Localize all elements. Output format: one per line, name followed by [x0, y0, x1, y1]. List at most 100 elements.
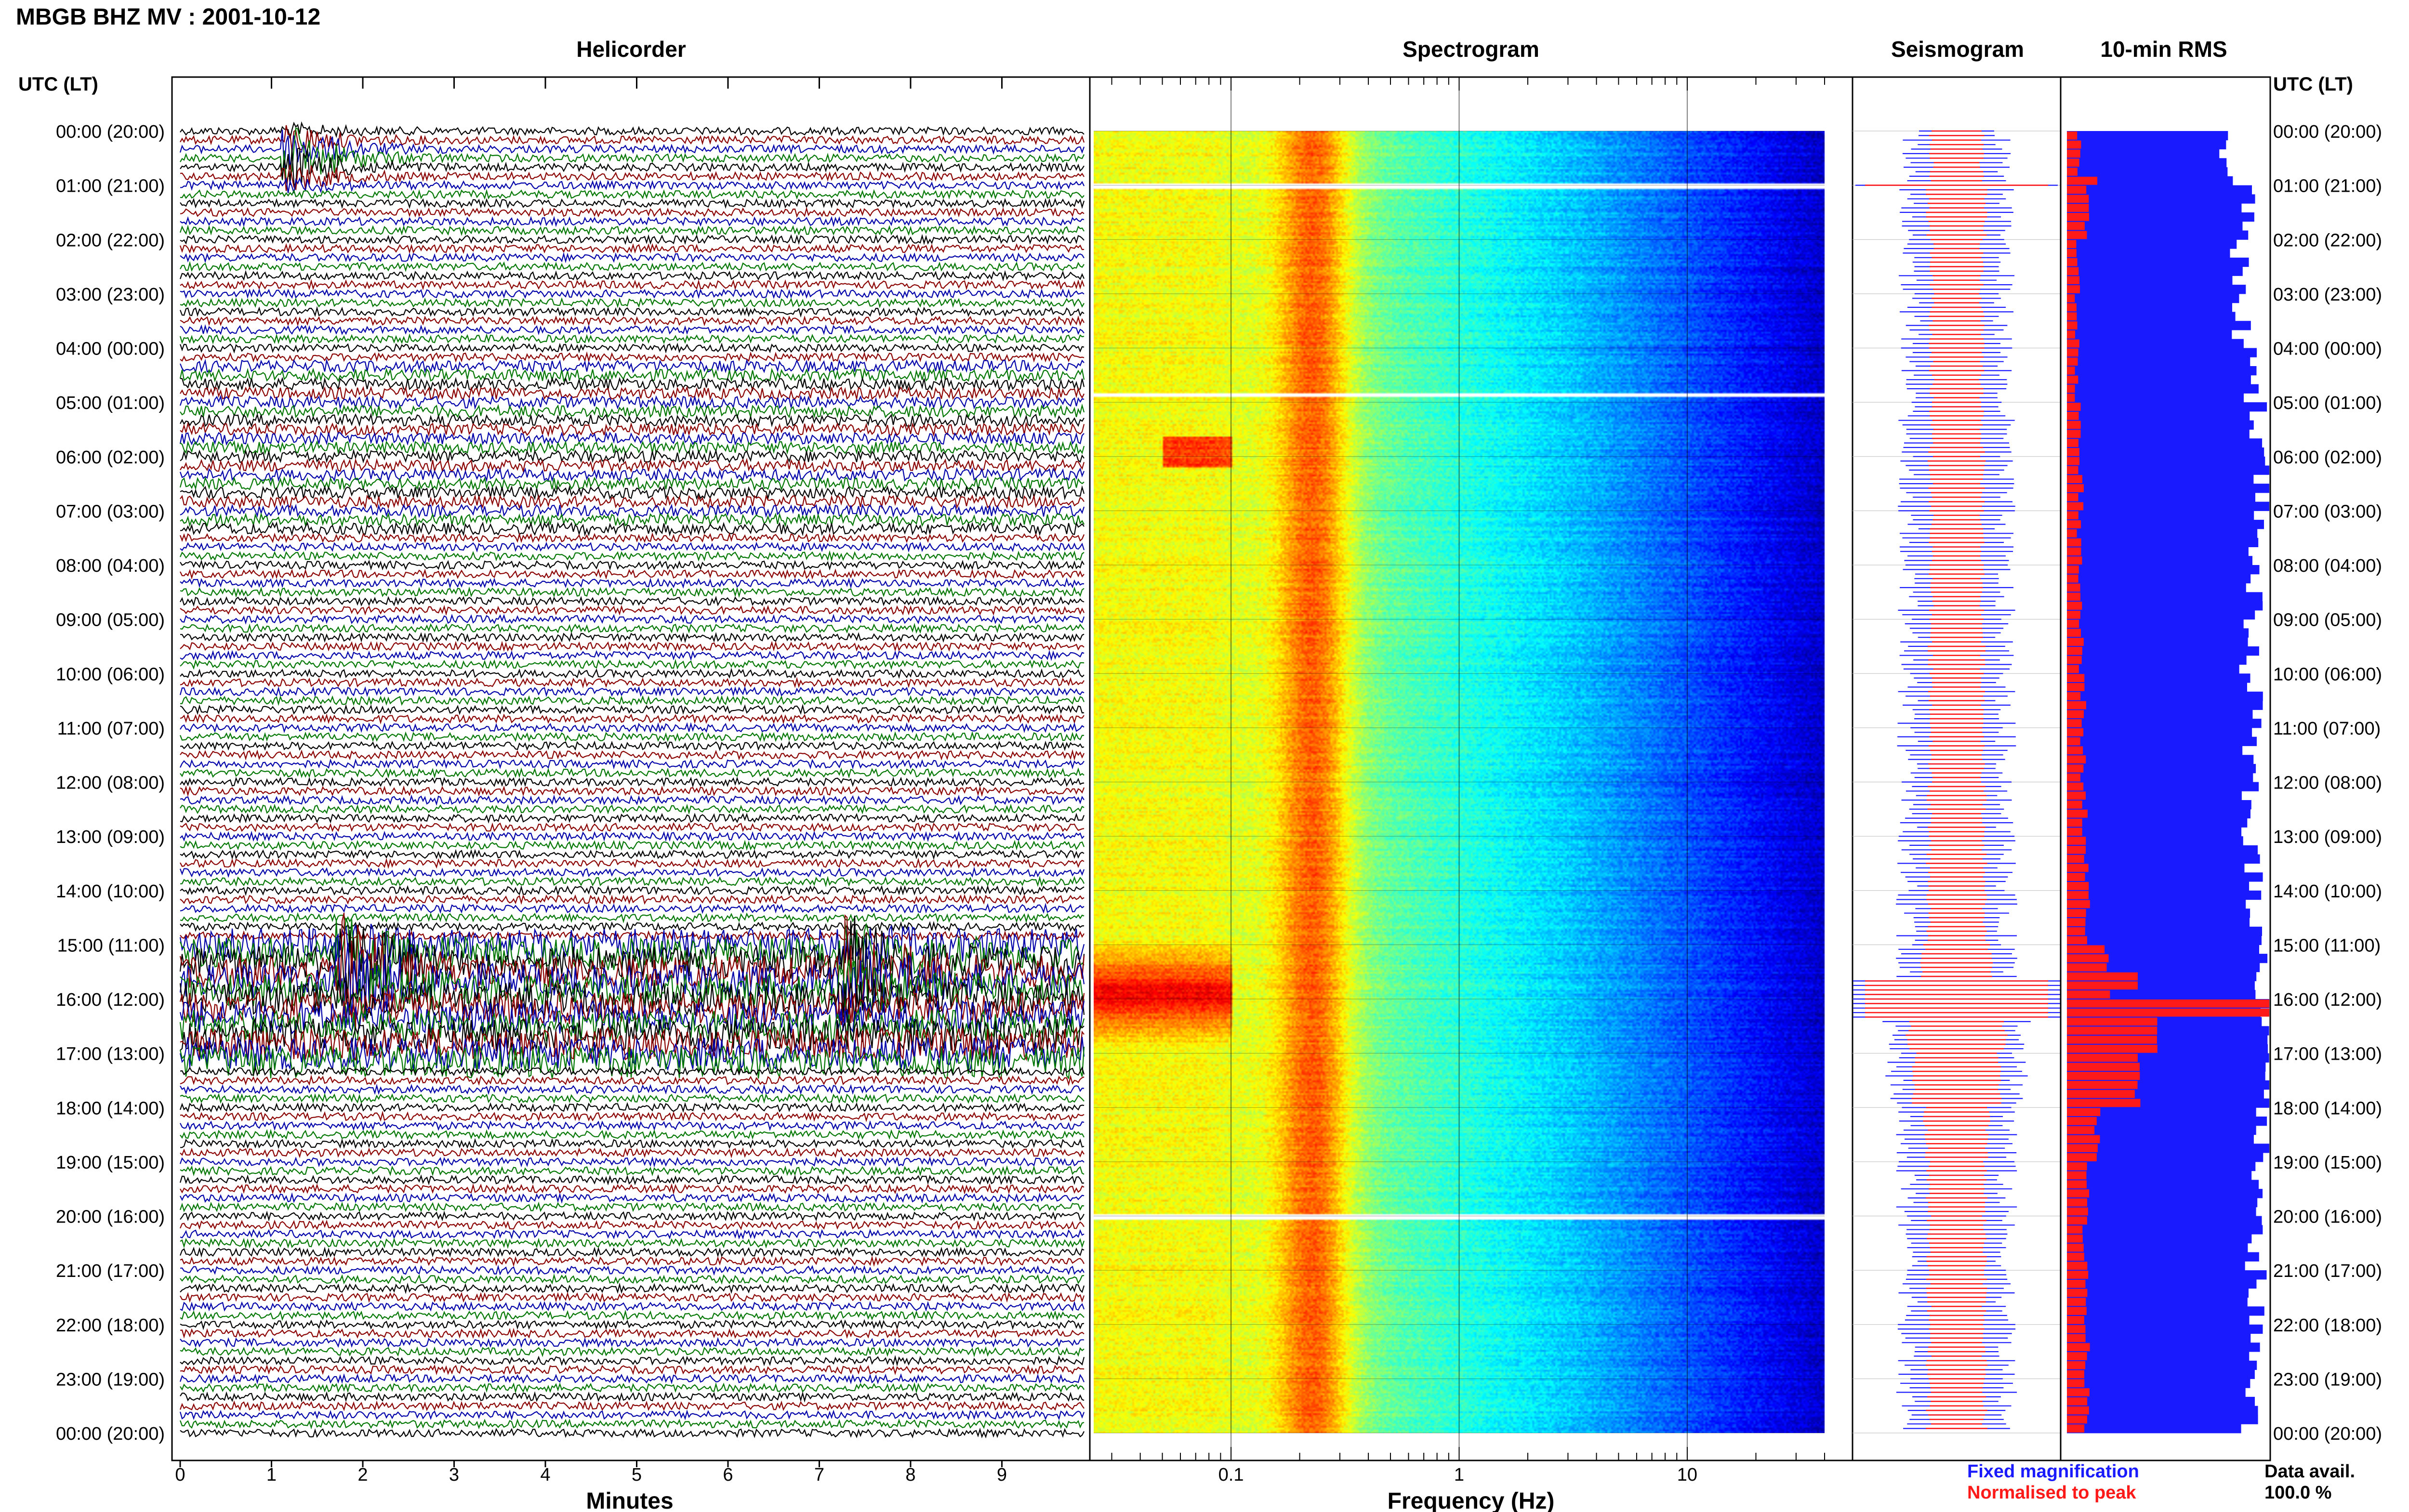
rms-fixed-bar	[2067, 1360, 2257, 1370]
rms-fixed-bar	[2067, 637, 2248, 647]
rms-fixed-bar	[2067, 1342, 2260, 1352]
rms-fixed-bar	[2067, 520, 2264, 529]
helicorder-trace	[179, 306, 1085, 318]
rms-normalised-bar	[2067, 764, 2084, 773]
rms-normalised-bar	[2067, 394, 2075, 402]
helicorder-title: Helicorder	[576, 37, 686, 62]
rms-normalised-bar	[2067, 828, 2082, 836]
rms-fixed-bar	[2067, 954, 2268, 963]
rms-normalised-bar	[2067, 619, 2079, 628]
rms-fixed-bar	[2067, 1261, 2245, 1271]
hour-label-right: 02:00 (22:00)	[2273, 230, 2382, 250]
helicorder-trace	[179, 270, 1085, 282]
rms-fixed-bar	[2067, 131, 2228, 141]
rms-normalised-bar	[2067, 1415, 2087, 1424]
hour-label-left: 07:00 (03:00)	[56, 501, 165, 522]
rms-normalised-bar	[2067, 665, 2079, 673]
rms-fixed-bar	[2067, 1270, 2267, 1280]
helicorder-trace	[180, 315, 1085, 327]
helicorder-trace	[180, 177, 1085, 194]
minutes-tick-label: 7	[814, 1465, 824, 1485]
helicorder-trace	[180, 1074, 1085, 1086]
rms-fixed-bar	[2067, 312, 2236, 321]
hour-labels-left: 00:00 (20:00) 01:00 (21:00) 02:00 (22:00) 0…	[56, 122, 165, 1444]
rms-fixed-bar	[2067, 375, 2251, 385]
rms-normalised-bar	[2067, 212, 2089, 221]
helicorder-trace	[180, 650, 1085, 661]
helicorder-trace	[179, 368, 1085, 383]
frequency-axis-label: Frequency (Hz)	[1388, 1488, 1555, 1512]
helicorder-trace	[180, 1120, 1085, 1131]
rms-fixed-bar	[2067, 664, 2239, 674]
rms-normalised-bar	[2067, 1117, 2097, 1125]
rms-normalised-bar	[2067, 484, 2084, 492]
helicorder-trace	[179, 467, 1085, 483]
rms-normalised-bar	[2067, 674, 2085, 683]
rms-normalised-bar	[2067, 692, 2081, 700]
panel-titles: Helicorder Spectrogram Seismogram 10-min…	[18, 37, 2353, 95]
hour-label-left: 04:00 (00:00)	[56, 339, 165, 359]
legend-normalised-to-peak: Normalised to peak	[1967, 1483, 2136, 1503]
minutes-tick-label: 0	[175, 1465, 185, 1485]
helicorder-trace	[180, 351, 1085, 363]
rms-normalised-bar	[2067, 1388, 2090, 1396]
rms-normalised-bar	[2067, 149, 2080, 158]
rms-fixed-bar	[2067, 285, 2246, 294]
rms-normalised-bar	[2067, 195, 2089, 203]
rms-fixed-bar	[2067, 800, 2251, 810]
helicorder-trace	[179, 1373, 1085, 1385]
rms-normalised-bar	[2067, 348, 2078, 357]
hour-labels-right: 00:00 (20:00) 01:00 (21:00) 02:00 (22:00) 0…	[2273, 122, 2382, 1444]
rms-fixed-bar	[2067, 203, 2242, 213]
rms-fixed-bar	[2067, 1306, 2264, 1316]
rms-normalised-bar	[2067, 1424, 2085, 1433]
helicorder-trace	[180, 121, 1085, 139]
hour-label-left: 20:00 (16:00)	[56, 1207, 165, 1227]
hour-label-left: 08:00 (04:00)	[56, 556, 165, 576]
hour-label-right: 04:00 (00:00)	[2273, 339, 2382, 359]
helicorder-trace	[179, 1044, 1085, 1080]
rms-normalised-bar	[2067, 321, 2078, 329]
rms-normalised-bar	[2067, 303, 2077, 312]
minutes-tick-label: 3	[449, 1465, 459, 1485]
rms-normalised-bar	[2067, 176, 2097, 185]
rms-fixed-bar	[2067, 1144, 2269, 1153]
rms-normalised-bar	[2067, 1216, 2087, 1225]
rms-fixed-bar	[2067, 411, 2250, 421]
helicorder-trace	[179, 912, 1085, 1029]
rms-normalised-bar	[2067, 791, 2086, 800]
helicorder-trace	[180, 840, 1085, 851]
rms-fixed-bar	[2067, 990, 2256, 999]
helicorder-trace	[180, 822, 1085, 833]
rms-normalised-bar	[2067, 782, 2084, 791]
helicorder-trace	[180, 849, 1085, 860]
rms-fixed-bar	[2067, 727, 2252, 737]
hour-label-left: 00:00 (20:00)	[56, 122, 165, 142]
rms-fixed-bar	[2067, 628, 2249, 638]
hour-label-right: 19:00 (15:00)	[2273, 1153, 2382, 1173]
rms-normalised-bar	[2067, 936, 2087, 945]
frequency-tick-label: 10	[1677, 1465, 1697, 1485]
hour-label-right: 11:00 (07:00)	[2273, 719, 2381, 739]
rms-fixed-bar	[2067, 185, 2252, 195]
helicorder-trace	[180, 503, 1085, 518]
rms-normalised-bar	[2067, 1406, 2089, 1415]
rms-fixed-bar	[2067, 592, 2263, 602]
helicorder-trace	[180, 614, 1085, 625]
rms-fixed-bar	[2067, 1225, 2263, 1235]
rms-normalised-bar	[2067, 900, 2090, 908]
rms-title: 10-min RMS	[2100, 37, 2227, 62]
helicorder-trace	[179, 431, 1085, 446]
seismogram-title: Seismogram	[1891, 37, 2024, 62]
rms-fixed-bar	[2067, 818, 2248, 828]
rms-normalised-bar	[2067, 131, 2078, 140]
rms-fixed-bar	[2067, 1216, 2262, 1225]
rms-fixed-bar	[2067, 339, 2244, 348]
helicorder-trace	[179, 933, 1085, 1024]
rms-fixed-bar	[2067, 646, 2259, 656]
rms-fixed-bar	[2067, 773, 2253, 782]
hour-label-right: 23:00 (19:00)	[2273, 1369, 2382, 1390]
rms-normalised-bar	[2067, 1108, 2101, 1117]
rms-normalised-bar	[2067, 891, 2089, 899]
rms-normalised-bar	[2067, 945, 2105, 954]
